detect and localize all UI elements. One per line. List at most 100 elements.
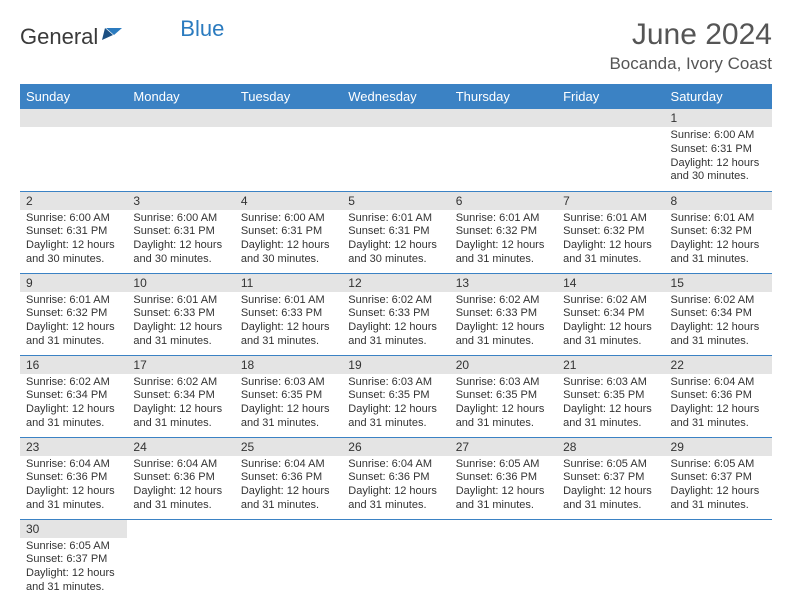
day-number: 12	[342, 274, 449, 292]
calendar-row: 2Sunrise: 6:00 AMSunset: 6:31 PMDaylight…	[20, 191, 772, 273]
calendar-cell: 17Sunrise: 6:02 AMSunset: 6:34 PMDayligh…	[127, 355, 234, 437]
day-details: Sunrise: 6:02 AMSunset: 6:34 PMDaylight:…	[557, 292, 664, 353]
day-number: 14	[557, 274, 664, 292]
calendar-cell: 8Sunrise: 6:01 AMSunset: 6:32 PMDaylight…	[665, 191, 772, 273]
day-details: Sunrise: 6:02 AMSunset: 6:34 PMDaylight:…	[20, 374, 127, 435]
calendar-cell: 19Sunrise: 6:03 AMSunset: 6:35 PMDayligh…	[342, 355, 449, 437]
day-details: Sunrise: 6:05 AMSunset: 6:37 PMDaylight:…	[665, 456, 772, 517]
calendar-cell: 14Sunrise: 6:02 AMSunset: 6:34 PMDayligh…	[557, 273, 664, 355]
day-number: 27	[450, 438, 557, 456]
month-title: June 2024	[609, 18, 772, 52]
day-details: Sunrise: 6:00 AMSunset: 6:31 PMDaylight:…	[235, 210, 342, 271]
day-number: 22	[665, 356, 772, 374]
weekday-header: Wednesday	[342, 84, 449, 109]
calendar-row: 16Sunrise: 6:02 AMSunset: 6:34 PMDayligh…	[20, 355, 772, 437]
calendar-cell-empty	[665, 519, 772, 601]
calendar-cell-empty	[557, 519, 664, 601]
day-details: Sunrise: 6:04 AMSunset: 6:36 PMDaylight:…	[665, 374, 772, 435]
weekday-header: Monday	[127, 84, 234, 109]
day-number: 1	[665, 109, 772, 127]
day-number: 28	[557, 438, 664, 456]
calendar-cell-empty	[127, 109, 234, 191]
calendar-cell-empty	[342, 109, 449, 191]
calendar-cell: 29Sunrise: 6:05 AMSunset: 6:37 PMDayligh…	[665, 437, 772, 519]
day-number: 18	[235, 356, 342, 374]
day-details: Sunrise: 6:05 AMSunset: 6:36 PMDaylight:…	[450, 456, 557, 517]
calendar-cell: 12Sunrise: 6:02 AMSunset: 6:33 PMDayligh…	[342, 273, 449, 355]
day-number: 7	[557, 192, 664, 210]
day-details: Sunrise: 6:05 AMSunset: 6:37 PMDaylight:…	[557, 456, 664, 517]
day-details: Sunrise: 6:05 AMSunset: 6:37 PMDaylight:…	[20, 538, 127, 599]
day-details: Sunrise: 6:01 AMSunset: 6:32 PMDaylight:…	[557, 210, 664, 271]
calendar-body: 1Sunrise: 6:00 AMSunset: 6:31 PMDaylight…	[20, 109, 772, 601]
calendar-cell-empty	[235, 519, 342, 601]
day-number: 2	[20, 192, 127, 210]
day-details: Sunrise: 6:03 AMSunset: 6:35 PMDaylight:…	[450, 374, 557, 435]
day-details: Sunrise: 6:00 AMSunset: 6:31 PMDaylight:…	[665, 127, 772, 188]
calendar-cell: 21Sunrise: 6:03 AMSunset: 6:35 PMDayligh…	[557, 355, 664, 437]
calendar-cell-empty	[127, 519, 234, 601]
day-details: Sunrise: 6:04 AMSunset: 6:36 PMDaylight:…	[20, 456, 127, 517]
day-details: Sunrise: 6:02 AMSunset: 6:33 PMDaylight:…	[342, 292, 449, 353]
day-number: 10	[127, 274, 234, 292]
day-number: 4	[235, 192, 342, 210]
day-details: Sunrise: 6:03 AMSunset: 6:35 PMDaylight:…	[557, 374, 664, 435]
calendar-cell-empty	[450, 519, 557, 601]
weekday-header: Saturday	[665, 84, 772, 109]
calendar-cell: 22Sunrise: 6:04 AMSunset: 6:36 PMDayligh…	[665, 355, 772, 437]
day-details: Sunrise: 6:02 AMSunset: 6:34 PMDaylight:…	[665, 292, 772, 353]
day-details: Sunrise: 6:02 AMSunset: 6:34 PMDaylight:…	[127, 374, 234, 435]
weekday-header: Thursday	[450, 84, 557, 109]
title-block: June 2024 Bocanda, Ivory Coast	[609, 18, 772, 74]
day-details: Sunrise: 6:04 AMSunset: 6:36 PMDaylight:…	[127, 456, 234, 517]
day-details: Sunrise: 6:00 AMSunset: 6:31 PMDaylight:…	[20, 210, 127, 271]
calendar-cell: 25Sunrise: 6:04 AMSunset: 6:36 PMDayligh…	[235, 437, 342, 519]
day-details: Sunrise: 6:03 AMSunset: 6:35 PMDaylight:…	[342, 374, 449, 435]
flag-icon	[102, 26, 124, 47]
page-header: General Blue June 2024 Bocanda, Ivory Co…	[20, 18, 772, 74]
day-number: 9	[20, 274, 127, 292]
calendar-cell-empty	[557, 109, 664, 191]
day-number: 16	[20, 356, 127, 374]
calendar-cell-empty	[235, 109, 342, 191]
calendar-cell: 2Sunrise: 6:00 AMSunset: 6:31 PMDaylight…	[20, 191, 127, 273]
calendar-cell: 24Sunrise: 6:04 AMSunset: 6:36 PMDayligh…	[127, 437, 234, 519]
day-details: Sunrise: 6:01 AMSunset: 6:31 PMDaylight:…	[342, 210, 449, 271]
day-number: 26	[342, 438, 449, 456]
day-details: Sunrise: 6:02 AMSunset: 6:33 PMDaylight:…	[450, 292, 557, 353]
location-subtitle: Bocanda, Ivory Coast	[609, 54, 772, 74]
calendar-cell: 5Sunrise: 6:01 AMSunset: 6:31 PMDaylight…	[342, 191, 449, 273]
calendar-cell: 7Sunrise: 6:01 AMSunset: 6:32 PMDaylight…	[557, 191, 664, 273]
day-number: 5	[342, 192, 449, 210]
calendar-cell: 3Sunrise: 6:00 AMSunset: 6:31 PMDaylight…	[127, 191, 234, 273]
calendar-cell: 11Sunrise: 6:01 AMSunset: 6:33 PMDayligh…	[235, 273, 342, 355]
calendar-row: 30Sunrise: 6:05 AMSunset: 6:37 PMDayligh…	[20, 519, 772, 601]
calendar-cell-empty	[20, 109, 127, 191]
day-details: Sunrise: 6:01 AMSunset: 6:33 PMDaylight:…	[127, 292, 234, 353]
weekday-header-row: Sunday Monday Tuesday Wednesday Thursday…	[20, 84, 772, 109]
calendar-cell: 16Sunrise: 6:02 AMSunset: 6:34 PMDayligh…	[20, 355, 127, 437]
calendar-cell: 26Sunrise: 6:04 AMSunset: 6:36 PMDayligh…	[342, 437, 449, 519]
calendar-cell: 30Sunrise: 6:05 AMSunset: 6:37 PMDayligh…	[20, 519, 127, 601]
calendar-cell-empty	[450, 109, 557, 191]
day-details: Sunrise: 6:01 AMSunset: 6:32 PMDaylight:…	[665, 210, 772, 271]
day-number: 20	[450, 356, 557, 374]
day-number: 8	[665, 192, 772, 210]
calendar-cell-empty	[342, 519, 449, 601]
day-details: Sunrise: 6:01 AMSunset: 6:32 PMDaylight:…	[450, 210, 557, 271]
day-number: 21	[557, 356, 664, 374]
calendar-cell: 23Sunrise: 6:04 AMSunset: 6:36 PMDayligh…	[20, 437, 127, 519]
calendar-cell: 9Sunrise: 6:01 AMSunset: 6:32 PMDaylight…	[20, 273, 127, 355]
calendar-cell: 10Sunrise: 6:01 AMSunset: 6:33 PMDayligh…	[127, 273, 234, 355]
calendar-cell: 28Sunrise: 6:05 AMSunset: 6:37 PMDayligh…	[557, 437, 664, 519]
day-details: Sunrise: 6:01 AMSunset: 6:33 PMDaylight:…	[235, 292, 342, 353]
day-number: 15	[665, 274, 772, 292]
day-number: 29	[665, 438, 772, 456]
day-number: 13	[450, 274, 557, 292]
calendar-cell: 18Sunrise: 6:03 AMSunset: 6:35 PMDayligh…	[235, 355, 342, 437]
calendar-cell: 6Sunrise: 6:01 AMSunset: 6:32 PMDaylight…	[450, 191, 557, 273]
calendar-cell: 4Sunrise: 6:00 AMSunset: 6:31 PMDaylight…	[235, 191, 342, 273]
calendar-cell: 27Sunrise: 6:05 AMSunset: 6:36 PMDayligh…	[450, 437, 557, 519]
day-number: 24	[127, 438, 234, 456]
calendar-row: 1Sunrise: 6:00 AMSunset: 6:31 PMDaylight…	[20, 109, 772, 191]
